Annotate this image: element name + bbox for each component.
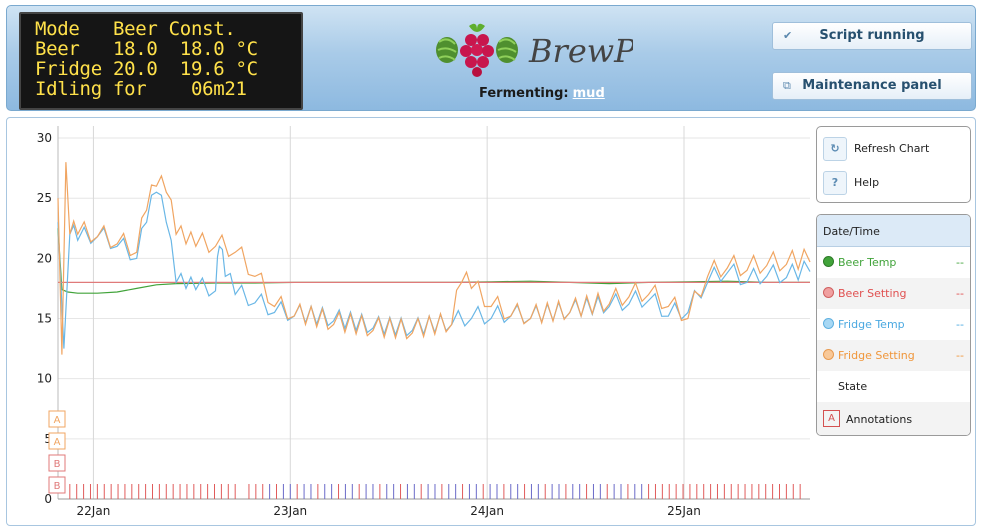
annotation-marker-label: A [54, 415, 61, 426]
help-button[interactable]: ? Help [823, 171, 963, 195]
header-bar: Mode Beer Const. Beer 18.0 18.0 °C Fridg… [6, 5, 976, 111]
annotation-marker [48, 476, 66, 494]
legend-item-beer-setting[interactable]: Beer Setting -- [817, 278, 970, 309]
maintenance-panel-label: Maintenance panel [802, 78, 942, 93]
beer-setting-dot-icon [823, 287, 834, 298]
logo-text: BrewPi [528, 32, 633, 70]
fridge-temp-dot-icon [823, 318, 834, 329]
annotation-marker-label: B [54, 481, 61, 492]
brewpi-logo: BrewPi [436, 23, 633, 77]
lcd-line-beer: Beer 18.0 18.0 °C [35, 38, 258, 60]
y-tick-label: 25 [37, 191, 52, 205]
hops-right-icon [496, 37, 518, 63]
legend-label: Beer Temp [838, 256, 897, 269]
series-line-fridge-setting [57, 162, 811, 355]
window-icon: ⧉ [783, 79, 791, 92]
annotation-icon: A [823, 410, 840, 427]
fermenting-caption: Fermenting: [479, 86, 569, 101]
legend-item-state[interactable]: State [817, 371, 970, 402]
refresh-icon: ↻ [823, 137, 847, 161]
y-tick-label: 20 [37, 251, 52, 265]
x-tick-label: 25Jan [667, 504, 701, 518]
legend-value: -- [956, 287, 964, 300]
help-icon: ? [823, 171, 847, 195]
x-tick-label: 23Jan [273, 504, 307, 518]
refresh-chart-label: Refresh Chart [854, 142, 930, 155]
legend-value: -- [956, 349, 964, 362]
help-label: Help [854, 176, 880, 189]
raspberry-icon [460, 23, 494, 77]
chart-controls: ↻ Refresh Chart ? Help [816, 126, 971, 203]
lcd-line-mode: Mode Beer Const. [35, 18, 236, 40]
legend-value: -- [956, 256, 964, 269]
legend-label: Fridge Setting [838, 349, 915, 362]
legend-datetime: Date/Time [817, 215, 970, 247]
y-tick-label: 5 [44, 432, 52, 446]
fridge-setting-dot-icon [823, 349, 834, 360]
y-tick-label: 0 [44, 492, 52, 506]
annotation-marker-label: A [54, 437, 61, 448]
maintenance-panel-button[interactable]: ⧉ Maintenance panel [772, 72, 972, 100]
y-tick-label: 30 [37, 131, 52, 145]
annotation-marker [48, 410, 66, 428]
fermenting-label: Fermenting: mud [479, 86, 605, 101]
lcd-line-fridge: Fridge 20.0 19.6 °C [35, 58, 258, 80]
x-tick-label: 24Jan [470, 504, 504, 518]
legend-item-annotations[interactable]: A Annotations [817, 402, 970, 435]
legend-label: Annotations [846, 413, 913, 426]
annotation-marker [48, 432, 66, 450]
lcd-display: Mode Beer Const. Beer 18.0 18.0 °C Fridg… [19, 12, 303, 110]
legend-label: Beer Setting [838, 287, 907, 300]
refresh-chart-button[interactable]: ↻ Refresh Chart [823, 137, 963, 161]
y-tick-label: 10 [37, 372, 52, 386]
annotation-marker-label: B [54, 459, 61, 470]
legend-item-fridge-setting[interactable]: Fridge Setting -- [817, 340, 970, 371]
script-running-button[interactable]: ✔ Script running [772, 22, 972, 50]
legend-label: Fridge Temp [838, 318, 905, 331]
checkmark-icon: ✔ [783, 29, 793, 42]
legend-item-fridge-temp[interactable]: Fridge Temp -- [817, 309, 970, 340]
series-line-fridge-temp [57, 191, 811, 349]
legend-label: State [838, 380, 868, 393]
annotation-marker [48, 454, 66, 472]
legend-item-beer-temp[interactable]: Beer Temp -- [817, 247, 970, 278]
chart-legend: Date/Time Beer Temp -- Beer Setting -- F… [816, 214, 971, 436]
beer-name-link[interactable]: mud [572, 86, 605, 101]
chart-panel [6, 117, 976, 526]
script-running-label: Script running [819, 28, 925, 43]
beer-temp-dot-icon [823, 256, 834, 267]
legend-value: -- [956, 318, 964, 331]
x-tick-label: 22Jan [77, 504, 111, 518]
lcd-line-state: Idling for 06m21 [35, 78, 247, 100]
y-tick-label: 15 [37, 312, 52, 326]
hops-left-icon [436, 37, 458, 63]
